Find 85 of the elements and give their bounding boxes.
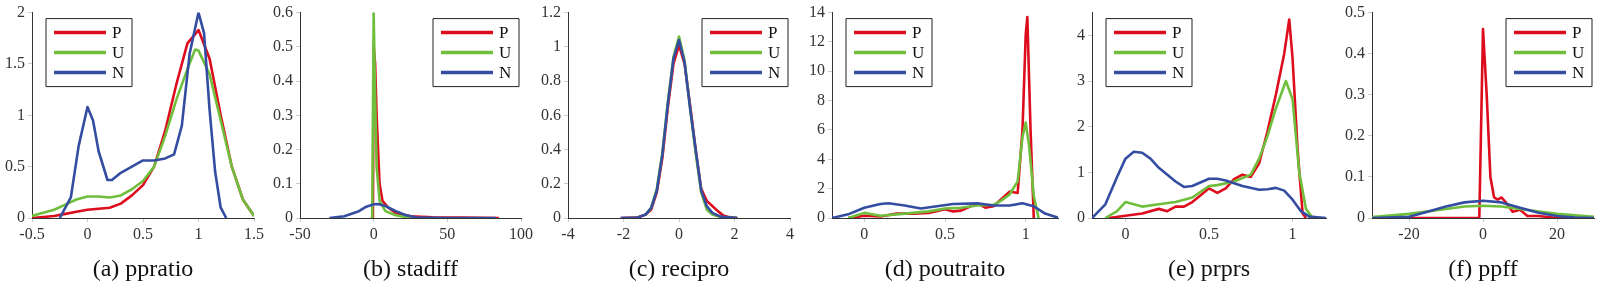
legend-label: P [499,23,509,43]
legend-label: U [912,43,925,63]
y-tick-label: 0.6 [273,2,293,20]
legend-label: U [768,43,781,63]
y-tick-label: 12 [809,32,825,50]
x-tick-label: 1.5 [244,224,264,242]
x-tick-label: 0 [675,224,683,242]
y-tick-label: 0.1 [1345,167,1365,185]
x-tick-label: 1 [194,224,203,242]
legend-label: N [112,63,125,83]
x-tick-label: -2 [616,224,631,242]
x-tick-label: 100 [509,224,533,242]
y-tick-label: 0 [1077,208,1085,226]
y-tick-label: 0.4 [541,139,561,157]
x-tick-label: 1 [1288,224,1297,242]
x-axis-title: (f) ppff [1448,254,1518,281]
legend-label: U [1572,43,1585,63]
legend-label: N [499,63,512,83]
legend-label: P [912,23,922,43]
legend-label: U [499,43,512,63]
y-tick-label: 0.3 [273,105,293,123]
y-tick-label: 0.5 [273,37,293,55]
y-tick-label: 1 [17,105,25,123]
y-tick-label: 0.6 [541,105,561,123]
x-tick-label: 0.5 [133,224,153,242]
y-tick-label: 0.5 [5,156,25,174]
x-tick-label: 50 [439,224,456,242]
y-tick-label: 4 [1077,25,1085,43]
legend-label: P [112,23,122,43]
x-tick-label: -0.5 [19,224,45,242]
x-axis-title: (c) recipro [628,254,730,281]
x-tick-label: 0 [369,224,378,242]
y-tick-label: 0.2 [273,139,293,157]
y-tick-label: 0 [1357,208,1365,226]
legend-label: N [1572,63,1585,83]
x-tick-label: 0.5 [1199,224,1219,242]
y-tick-label: 4 [817,149,825,167]
x-axis-title: (e) prprs [1168,254,1250,281]
legend-label: P [768,23,778,43]
x-tick-label: 4 [786,224,794,242]
y-tick-label: 2 [17,2,25,20]
y-tick-label: 0 [553,208,561,226]
x-axis-title: (b) stadiff [363,254,458,281]
x-axis-title: (a) ppratio [92,254,194,281]
y-tick-label: 0.1 [273,173,293,191]
x-tick-label: 0 [860,224,869,242]
legend-label: P [1572,23,1582,43]
x-tick-label: -50 [289,224,311,242]
x-tick-label: 20 [1549,224,1565,242]
y-tick-label: 14 [809,2,825,20]
x-tick-label: 0 [1479,224,1487,242]
y-tick-label: 0.4 [273,71,293,89]
y-tick-label: 8 [817,90,825,108]
y-tick-label: 0 [817,208,825,226]
y-tick-label: 0.4 [1345,43,1365,61]
x-axis-title: (d) poutraito [884,254,1006,281]
x-tick-label: 2 [730,224,739,242]
legend-label: N [768,63,781,83]
legend-label: P [1172,23,1182,43]
y-tick-label: 0.8 [541,71,561,89]
y-tick-label: 10 [809,61,825,79]
y-tick-label: 1.5 [5,54,25,72]
x-tick-label: 0 [1121,224,1130,242]
legend-label: U [1172,43,1185,63]
x-tick-label: 0.5 [935,224,955,242]
x-tick-label: -4 [561,224,575,242]
y-tick-label: 0.2 [541,173,561,191]
y-tick-label: 1.2 [541,2,561,20]
legend-label: N [912,63,925,83]
y-tick-label: 2 [817,178,825,196]
x-tick-label: 1 [1021,224,1030,242]
y-tick-label: 1 [553,37,561,55]
y-tick-label: 0.3 [1345,84,1365,102]
y-tick-label: 3 [1077,71,1085,89]
y-tick-label: 1 [1077,162,1085,180]
y-tick-label: 0 [285,208,293,226]
legend-label: N [1172,63,1185,83]
y-tick-label: 0.2 [1345,126,1365,144]
y-tick-label: 2 [1077,116,1085,134]
x-tick-label: 0 [83,224,92,242]
x-tick-label: -20 [1398,224,1420,242]
y-tick-label: 6 [817,120,825,138]
y-tick-label: 0.5 [1345,2,1365,20]
y-tick-label: 0 [17,208,25,226]
legend-label: U [112,43,125,63]
